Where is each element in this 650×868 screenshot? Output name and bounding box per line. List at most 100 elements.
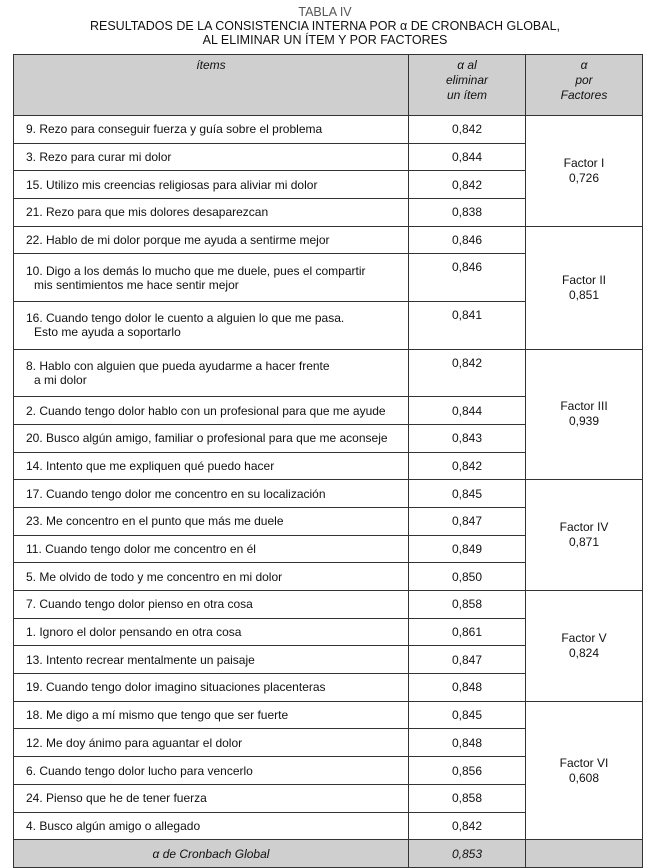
header-text: eliminar <box>445 73 488 87</box>
factor-alpha: 0,871 <box>568 535 600 550</box>
table-row: 9. Rezo para conseguir fuerza y guía sob… <box>13 115 643 227</box>
item-line: a mi dolor <box>34 372 87 387</box>
header-text: α <box>580 58 588 72</box>
header-alpha-item: α al eliminar un ítem <box>408 54 526 116</box>
table-row: 8. Hablo con alguien que pueda ayudarme … <box>13 348 643 481</box>
item-line: 5. Me olvido de todo y me concentro en m… <box>26 569 283 584</box>
factor-cell: Factor II 0,851 <box>525 225 643 350</box>
factor-cell: Factor III 0,939 <box>525 348 643 481</box>
item-line: mis sentimientos me hace sentir mejor <box>34 277 239 292</box>
alpha-item-value: 0,848 <box>408 728 526 758</box>
item-text: 20. Busco algún amigo, familiar o profes… <box>13 423 409 453</box>
footer-empty-cell <box>525 839 643 868</box>
item-text: 21. Rezo para que mis dolores desaparezc… <box>13 198 409 227</box>
table-row: 12. Me doy ánimo para aguantar el dolor 0… <box>13 728 643 758</box>
item-text: 10. Digo a los demás lo mucho que me due… <box>13 253 409 303</box>
item-line: 24. Pienso que he de tener fuerza <box>26 791 207 806</box>
footer-row: α de Cronbach Global 0,853 <box>13 839 643 868</box>
alpha-item-value: 0,845 <box>408 479 526 508</box>
table-row: 19. Cuando tengo dolor imagino situacion… <box>13 673 643 702</box>
factor-cell: Factor IV 0,871 <box>525 479 643 592</box>
item-text: 15. Utilizo mis creencias religiosas par… <box>13 170 409 200</box>
item-text: 24. Pienso que he de tener fuerza <box>13 783 409 813</box>
factor-alpha: 0,608 <box>568 770 600 785</box>
table-row: 13. Intento recrear mentalmente un paisa… <box>13 645 643 675</box>
item-text: 5. Me olvido de todo y me concentro en m… <box>13 562 409 592</box>
alpha-item-value: 0,846 <box>408 253 526 303</box>
alpha-item-value: 0,842 <box>408 348 526 398</box>
table-row: 10. Digo a los demás lo mucho que me due… <box>13 253 643 303</box>
factor-alpha: 0,851 <box>568 287 600 302</box>
table-title-line2: AL ELIMINAR UN ÍTEM Y POR FACTORES <box>202 33 448 47</box>
item-line: 1. Ignoro el dolor pensando en otra cosa <box>26 625 242 640</box>
item-line: Esto me ayuda a soportarlo <box>34 325 181 340</box>
item-line: 7. Cuando tengo dolor pienso en otra cos… <box>26 597 253 612</box>
factor-alpha: 0,726 <box>568 170 600 185</box>
item-line: 2. Cuando tengo dolor hablo con un profe… <box>26 403 386 418</box>
item-line: 22. Hablo de mi dolor porque me ayuda a … <box>26 233 330 248</box>
factor-alpha: 0,824 <box>568 645 600 660</box>
item-text: 18. Me digo a mí mismo que tengo que ser… <box>13 700 409 730</box>
item-text: 8. Hablo con alguien que pueda ayudarme … <box>13 348 409 398</box>
item-text: 4. Busco algún amigo o allegado <box>13 811 409 841</box>
alpha-item-value: 0,856 <box>408 756 526 785</box>
table-row: 17. Cuando tengo dolor me concentro en s… <box>13 479 643 592</box>
alpha-item-value: 0,861 <box>408 617 526 647</box>
item-line: 6. Cuando tengo dolor lucho para vencerl… <box>26 763 253 778</box>
factor-name: Factor I <box>563 155 605 170</box>
header-items: ítems <box>13 54 409 116</box>
item-line: 10. Digo a los demás lo mucho que me due… <box>26 263 366 278</box>
item-line: 4. Busco algún amigo o allegado <box>26 818 201 833</box>
table-row: 4. Busco algún amigo o allegado 0,842 <box>13 811 643 841</box>
item-text: 14. Intento que me expliquen qué puedo h… <box>13 451 409 481</box>
global-alpha-value: 0,853 <box>408 839 526 868</box>
results-table: ítems α al eliminar un ítem α por Factor… <box>13 54 643 868</box>
item-text: 23. Me concentro en el punto que más me … <box>13 506 409 536</box>
alpha-item-value: 0,850 <box>408 562 526 592</box>
header-text: un ítem <box>446 88 488 102</box>
item-line: 12. Me doy ánimo para aguantar el dolor <box>26 735 243 750</box>
item-text: 12. Me doy ánimo para aguantar el dolor <box>13 728 409 758</box>
item-line: 3. Rezo para curar mi dolor <box>26 150 172 165</box>
factor-name: Factor III <box>560 399 608 414</box>
factor-name: Factor IV <box>559 520 609 535</box>
factor-name: Factor VI <box>559 755 609 770</box>
factor-alpha: 0,939 <box>568 414 600 429</box>
table-row: 22. Hablo de mi dolor porque me ayuda a … <box>13 225 643 350</box>
table-row: 14. Intento que me expliquen qué puedo h… <box>13 451 643 481</box>
item-line: 18. Me digo a mí mismo que tengo que ser… <box>26 708 289 723</box>
header-text: Factores <box>560 88 608 102</box>
item-text: 17. Cuando tengo dolor me concentro en s… <box>13 479 409 508</box>
header-text: α al <box>457 58 477 72</box>
item-line: 14. Intento que me expliquen qué puedo h… <box>26 458 275 473</box>
item-text: 3. Rezo para curar mi dolor <box>13 142 409 172</box>
alpha-item-value: 0,858 <box>408 590 526 619</box>
alpha-item-value: 0,841 <box>408 301 526 350</box>
item-text: 1. Ignoro el dolor pensando en otra cosa <box>13 617 409 647</box>
header-alpha-factor: α por Factores <box>525 54 643 116</box>
item-text: 7. Cuando tengo dolor pienso en otra cos… <box>13 590 409 619</box>
item-line: 9. Rezo para conseguir fuerza y guía sob… <box>26 122 323 137</box>
alpha-item-value: 0,845 <box>408 700 526 730</box>
alpha-item-value: 0,844 <box>408 396 526 425</box>
alpha-item-value: 0,844 <box>408 142 526 172</box>
alpha-item-value: 0,846 <box>408 225 526 255</box>
table-row: 18. Me digo a mí mismo que tengo que ser… <box>13 700 643 841</box>
item-text: 22. Hablo de mi dolor porque me ayuda a … <box>13 225 409 255</box>
item-line: 20. Busco algún amigo, familiar o profes… <box>26 431 388 446</box>
table-row: 20. Busco algún amigo, familiar o profes… <box>13 423 643 453</box>
table-row: 3. Rezo para curar mi dolor 0,844 <box>13 142 643 172</box>
item-text: 2. Cuando tengo dolor hablo con un profe… <box>13 396 409 425</box>
factor-cell: Factor I 0,726 <box>525 115 643 227</box>
alpha-item-value: 0,838 <box>408 198 526 227</box>
table-row: 5. Me olvido de todo y me concentro en m… <box>13 562 643 592</box>
item-text: 9. Rezo para conseguir fuerza y guía sob… <box>13 115 409 144</box>
item-text: 16. Cuando tengo dolor le cuento a algui… <box>13 301 409 350</box>
global-alpha-label: α de Cronbach Global <box>13 839 409 868</box>
item-line: 8. Hablo con alguien que pueda ayudarme … <box>26 358 330 373</box>
table-title-line1: RESULTADOS DE LA CONSISTENCIA INTERNA PO… <box>89 19 561 33</box>
alpha-item-value: 0,848 <box>408 673 526 702</box>
alpha-item-value: 0,847 <box>408 645 526 675</box>
table-row: 7. Cuando tengo dolor pienso en otra cos… <box>13 590 643 702</box>
alpha-item-value: 0,842 <box>408 811 526 841</box>
